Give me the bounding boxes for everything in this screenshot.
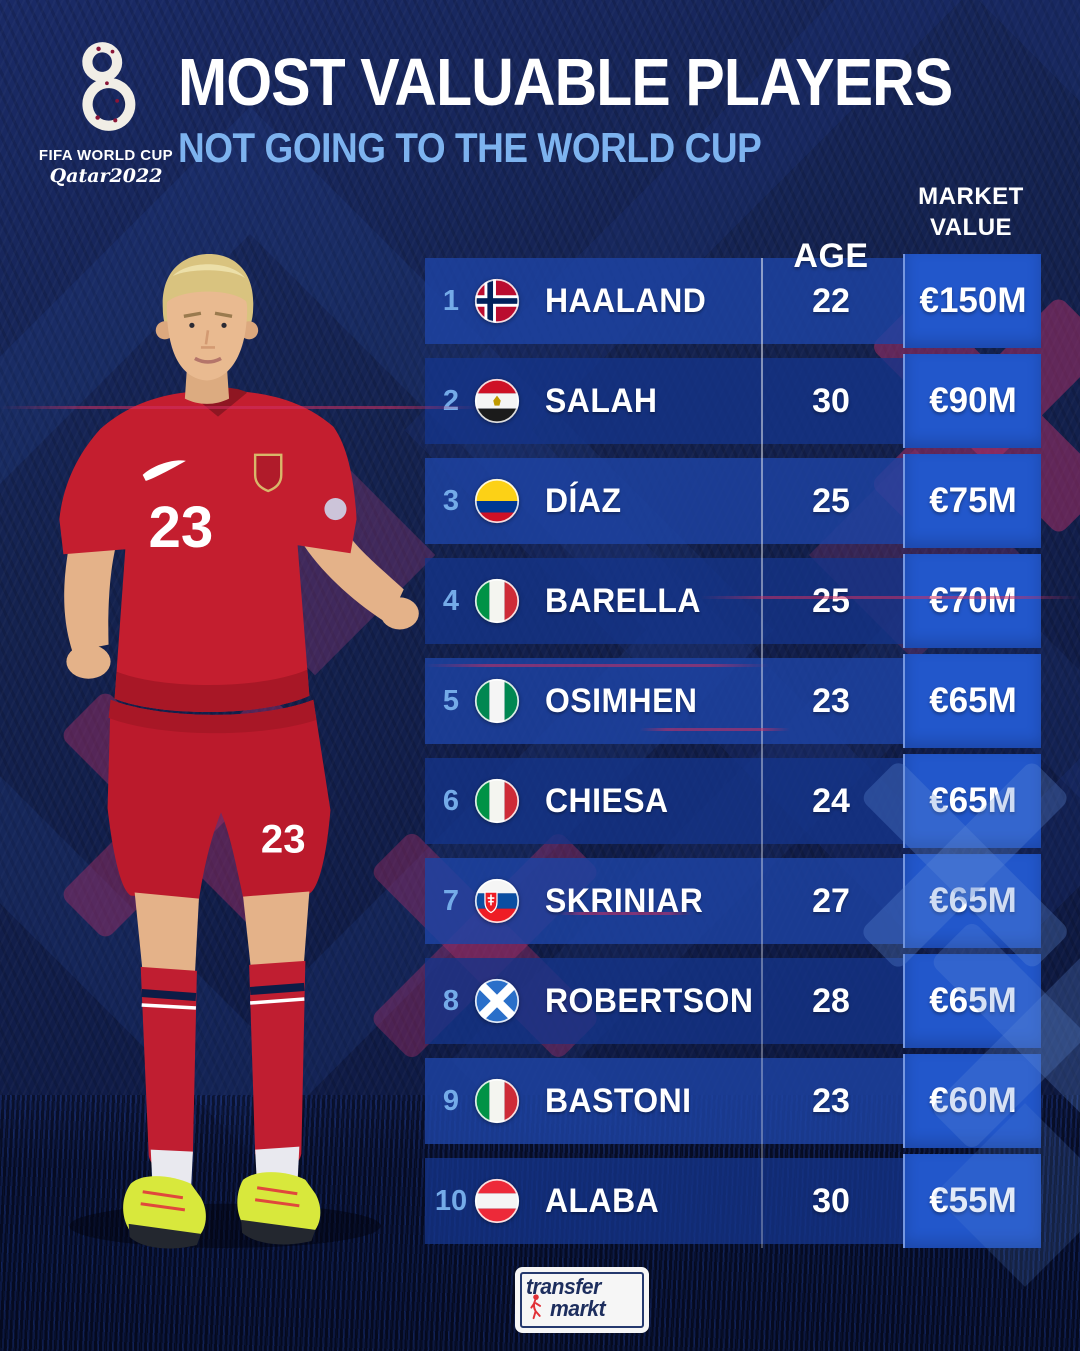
market-value-badge: €65M [903, 754, 1041, 848]
rank-number: 7 [442, 884, 460, 917]
player-name: ROBERTSON [545, 981, 754, 1020]
rank-number: 2 [442, 384, 460, 417]
flag-austria-icon [474, 1178, 520, 1224]
rank-number: 3 [442, 484, 460, 517]
player-name: BASTONI [545, 1081, 692, 1120]
table-row: 4 BARELLA 25 €70M [425, 554, 1041, 648]
market-value-badge: €75M [903, 454, 1041, 548]
player-age: 23 [812, 681, 850, 720]
rank-number: 8 [442, 984, 460, 1017]
player-name: SALAH [545, 381, 658, 420]
table-row: 2 SALAH 30 €90M [425, 354, 1041, 448]
rank-number: 5 [442, 684, 460, 717]
player-name: HAALAND [545, 281, 707, 320]
market-value-badge: €70M [903, 554, 1041, 648]
rank-number: 6 [442, 784, 460, 817]
player-age: 30 [812, 381, 850, 420]
market-value-badge: €65M [903, 654, 1041, 748]
flag-slovakia-icon [474, 878, 520, 924]
market-value-badge: €65M [903, 954, 1041, 1048]
player-age: 30 [812, 1181, 850, 1220]
player-name: CHIESA [545, 781, 669, 820]
player-age: 28 [812, 981, 850, 1020]
shorts-number: 23 [261, 816, 306, 861]
page-subtitle: NOT GOING TO THE WORLD CUP [178, 124, 762, 171]
player-name: ALABA [545, 1181, 660, 1220]
table-row: 10 ALABA 30 €55M [425, 1154, 1041, 1248]
qatar2022-emblem-icon [82, 42, 136, 131]
rank-number: 9 [442, 1084, 460, 1117]
fifa-world-cup-logo: FIFA WORLD CUP Qatar2022 [35, 34, 177, 187]
player-photo-haaland: 23 23 [59, 254, 419, 1249]
flag-italy-icon [474, 1078, 520, 1124]
qatar-2022-text: Qatar2022 [49, 165, 163, 187]
flag-nigeria-icon [474, 678, 520, 724]
rank-number: 1 [442, 284, 460, 317]
market-value-badge: €90M [903, 354, 1041, 448]
table-row: 5 OSIMHEN 23 €65M [425, 654, 1041, 748]
rank-number: 10 [434, 1184, 468, 1217]
flag-scotland-icon [474, 978, 520, 1024]
table-row: 9 BASTONI 23 €60M [425, 1054, 1041, 1148]
table-row: 7 SKRINIAR 27 €65M [425, 854, 1041, 948]
table-row: 8 ROBERTSON 28 €65M [425, 954, 1041, 1048]
player-age: 22 [812, 281, 850, 320]
players-table: 1 HAALAND 22 €150M 2 SALAH 30 €90M 3 DÍA… [425, 254, 1041, 1252]
flag-italy-icon [474, 578, 520, 624]
market-value-badge: €65M [903, 854, 1041, 948]
page-title: MOST VALUABLE PLAYERS [178, 45, 953, 120]
market-value-badge: €150M [903, 254, 1041, 348]
brand-player-icon [530, 1294, 542, 1320]
player-name: BARELLA [545, 581, 701, 620]
player-age: 25 [812, 581, 850, 620]
rank-number: 4 [442, 584, 460, 617]
transfermarkt-logo: transfer markt [520, 1272, 644, 1328]
column-header-age: AGE [793, 236, 869, 275]
market-value-badge: €60M [903, 1054, 1041, 1148]
player-age: 25 [812, 481, 850, 520]
table-row: 1 HAALAND 22 €150M [425, 254, 1041, 348]
player-age: 27 [812, 881, 850, 920]
player-age: 23 [812, 1081, 850, 1120]
flag-norway-icon [474, 278, 520, 324]
column-header-market-value: MARKET VALUE [918, 183, 1024, 241]
player-name: OSIMHEN [545, 681, 698, 720]
brand-word-markt: markt [550, 1296, 606, 1322]
flag-egypt-icon [474, 378, 520, 424]
flag-italy-icon [474, 778, 520, 824]
flag-colombia-icon [474, 478, 520, 524]
table-row: 3 DÍAZ 25 €75M [425, 454, 1041, 548]
market-value-badge: €55M [903, 1154, 1041, 1248]
player-name: SKRINIAR [545, 881, 704, 920]
table-row: 6 CHIESA 24 €65M [425, 754, 1041, 848]
column-separator [761, 258, 763, 1248]
player-name: DÍAZ [545, 481, 622, 520]
brand-word-transfer: transfer [526, 1274, 601, 1299]
jersey-number: 23 [148, 495, 213, 560]
player-age: 24 [812, 781, 850, 820]
fifa-world-cup-text: FIFA WORLD CUP [38, 147, 174, 164]
